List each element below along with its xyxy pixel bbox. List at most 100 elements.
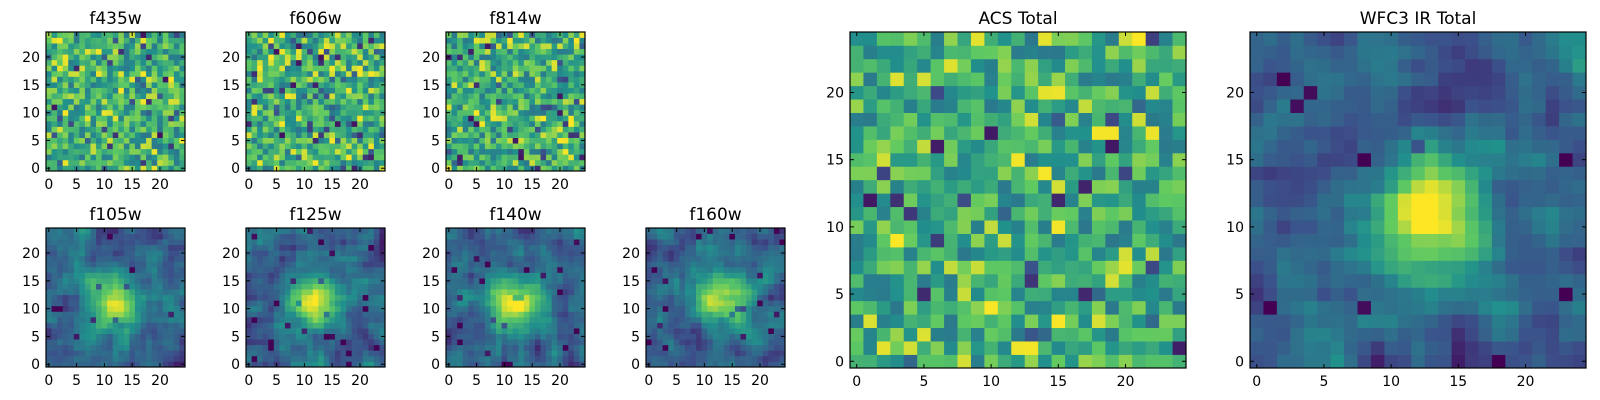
heatmap-cell xyxy=(134,87,141,94)
heatmap-cell xyxy=(90,126,97,133)
heatmap-cell xyxy=(146,48,152,55)
heatmap-cell xyxy=(318,70,325,77)
heatmap-cell xyxy=(1172,193,1187,208)
heatmap-cell xyxy=(557,98,564,105)
heatmap-cell xyxy=(51,87,58,94)
heatmap-cell xyxy=(351,344,358,351)
heatmap-cell xyxy=(529,300,536,307)
heatmap-cell xyxy=(718,350,725,357)
heatmap-cell xyxy=(251,115,258,122)
heatmap-cell xyxy=(57,54,64,61)
heatmap-cell xyxy=(479,32,486,38)
heatmap-cell xyxy=(51,355,58,362)
heatmap-cell xyxy=(173,126,180,133)
heatmap-cell xyxy=(723,350,730,357)
heatmap-cell xyxy=(529,255,536,262)
heatmap-cell xyxy=(1132,300,1147,315)
heatmap-cell xyxy=(140,278,147,284)
heatmap-cell xyxy=(518,132,525,138)
heatmap-cell xyxy=(46,154,52,161)
heatmap-cell xyxy=(651,278,658,284)
heatmap-cell xyxy=(573,305,580,312)
heatmap-cell xyxy=(346,294,352,301)
heatmap-cell xyxy=(473,350,480,357)
heatmap-cell xyxy=(1078,287,1093,302)
heatmap-cell xyxy=(101,244,108,251)
heatmap-cell xyxy=(562,283,569,290)
heatmap-cell xyxy=(351,65,358,72)
heatmap-cell xyxy=(523,165,530,172)
heatmap-cell xyxy=(518,37,525,44)
heatmap-cell xyxy=(368,109,375,116)
heatmap-cell xyxy=(890,273,905,288)
heatmap-cell xyxy=(762,316,769,323)
heatmap-cell xyxy=(262,278,269,284)
heatmap-cell xyxy=(157,305,164,312)
heatmap-cell xyxy=(146,137,152,144)
heatmap-cell xyxy=(512,120,519,127)
heatmap-cell xyxy=(157,137,164,144)
heatmap-cell xyxy=(79,305,86,312)
heatmap-cell xyxy=(473,266,480,273)
heatmap-cell xyxy=(123,154,130,161)
heatmap-cell xyxy=(479,233,486,240)
heatmap-cell xyxy=(490,115,497,122)
heatmap-cell xyxy=(1038,220,1052,234)
heatmap-cell xyxy=(490,109,497,116)
heatmap-cell xyxy=(57,126,64,133)
heatmap-cell xyxy=(729,272,736,279)
heatmap-cell xyxy=(484,255,491,262)
heatmap-cell xyxy=(1132,206,1147,221)
x-tick-label: 20 xyxy=(751,373,769,389)
heatmap-cell xyxy=(1038,354,1052,369)
heatmap-cell xyxy=(1078,206,1093,221)
heatmap-cell xyxy=(251,228,258,234)
heatmap-cell xyxy=(1024,327,1039,342)
heatmap-cell xyxy=(84,82,91,88)
heatmap-cell xyxy=(268,255,275,262)
heatmap-cell xyxy=(451,76,458,83)
heatmap-cell xyxy=(468,148,475,155)
heatmap-cell xyxy=(57,250,64,257)
heatmap-cell xyxy=(140,109,147,116)
heatmap-cell xyxy=(573,244,580,251)
heatmap-cell xyxy=(757,233,764,240)
y-tick-label: 0 xyxy=(431,357,440,373)
heatmap-cell xyxy=(301,339,308,346)
heatmap-cell xyxy=(334,126,341,133)
heatmap-cell xyxy=(729,316,736,323)
heatmap-cell xyxy=(957,179,972,194)
heatmap-cell xyxy=(579,98,586,105)
heatmap-cell xyxy=(173,294,180,301)
heatmap-cell xyxy=(496,115,502,122)
heatmap-cell xyxy=(268,300,275,307)
heatmap-cell xyxy=(779,289,786,296)
heatmap-cell xyxy=(118,261,125,268)
heatmap-cell xyxy=(246,233,252,240)
heatmap-cell xyxy=(73,244,80,251)
heatmap-cell xyxy=(534,32,541,38)
heatmap-cell xyxy=(529,98,536,105)
heatmap-cell xyxy=(501,154,508,161)
heatmap-cell xyxy=(651,300,658,307)
heatmap-cell xyxy=(46,37,52,44)
heatmap-cell xyxy=(151,132,158,138)
heatmap-cell xyxy=(329,48,336,55)
heatmap-cell xyxy=(157,132,164,138)
heatmap-cell xyxy=(351,333,358,340)
heatmap-cell xyxy=(368,115,375,122)
heatmap-cell xyxy=(123,305,130,312)
heatmap-cell xyxy=(246,115,252,122)
heatmap-cell xyxy=(379,65,386,72)
heatmap-cell xyxy=(557,278,564,284)
heatmap-cell xyxy=(768,350,775,357)
heatmap-cell xyxy=(734,261,741,268)
heatmap-cell xyxy=(462,154,469,161)
heatmap-cell xyxy=(357,233,364,240)
heatmap-cell xyxy=(73,132,80,138)
heatmap-cell xyxy=(301,239,308,246)
heatmap-cell xyxy=(68,283,75,290)
heatmap-cell xyxy=(473,93,480,100)
heatmap-cell xyxy=(779,261,786,268)
heatmap-cell xyxy=(357,272,364,279)
